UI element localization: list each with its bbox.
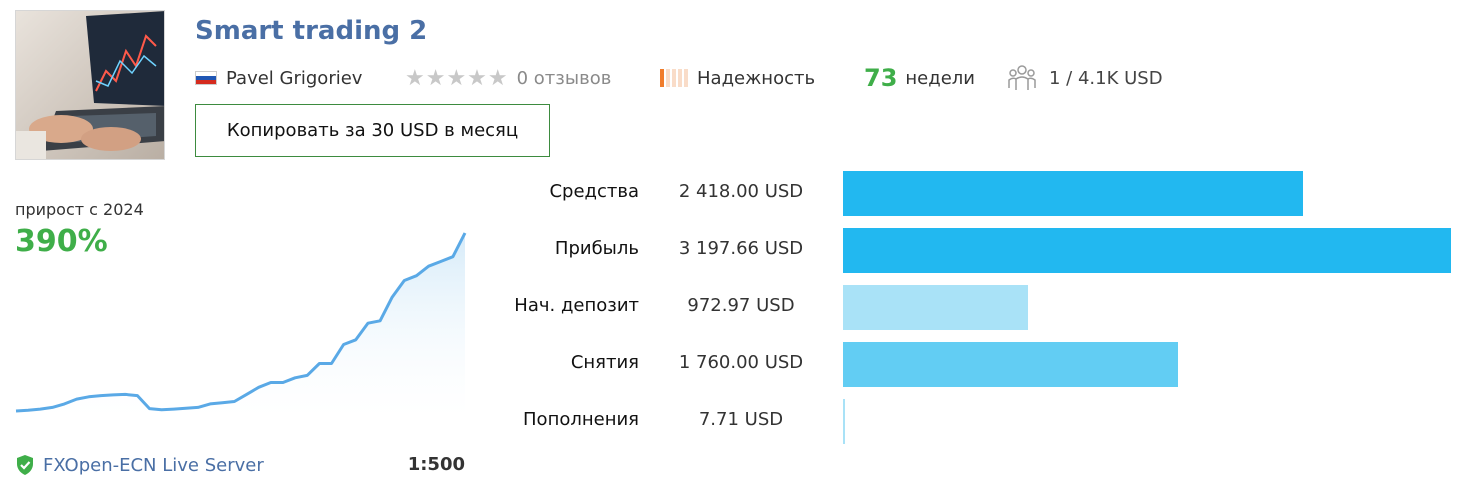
stat-value: 7.71 USD — [698, 409, 784, 430]
stat-bar — [843, 171, 1303, 216]
shield-check-icon — [17, 455, 33, 475]
reliability-label: Надежность — [697, 67, 816, 89]
stat-label: Прибыль — [554, 238, 639, 259]
weeks-label: недели — [905, 67, 975, 89]
stat-value: 2 418.00 USD — [678, 181, 804, 202]
author-info[interactable]: Pavel Grigoriev — [195, 64, 362, 92]
reviews-count[interactable]: 0 отзывов — [516, 67, 612, 89]
copy-subscribe-button[interactable]: Копировать за 30 USD в месяц — [195, 104, 550, 157]
russia-flag-icon — [195, 71, 217, 85]
stat-label: Средства — [549, 181, 639, 202]
stat-bar — [843, 285, 1028, 330]
author-name[interactable]: Pavel Grigoriev — [226, 67, 363, 89]
growth-chart — [15, 232, 467, 418]
server-name[interactable]: FXOpen-ECN Live Server — [43, 454, 264, 476]
stat-value: 3 197.66 USD — [678, 238, 804, 259]
stat-bar — [843, 399, 845, 444]
reliability-bar — [678, 69, 682, 87]
leverage-value: 1:500 — [407, 454, 465, 475]
reliability-bars-icon — [660, 69, 688, 87]
growth-label: прирост с 2024 — [15, 200, 144, 219]
reliability-bar — [666, 69, 670, 87]
reliability: Надежность — [660, 64, 815, 92]
reliability-bar — [672, 69, 676, 87]
subscribers-info: 1 / 4.1K USD — [1007, 64, 1163, 92]
reliability-bar — [684, 69, 688, 87]
subscribers-icon — [1008, 65, 1036, 90]
rating[interactable]: ★★★★★ 0 отзывов — [405, 64, 611, 92]
stat-value: 972.97 USD — [687, 295, 795, 316]
stat-value: 1 760.00 USD — [678, 352, 804, 373]
stat-label: Нач. депозит — [514, 295, 639, 316]
weeks-active: 73 недели — [864, 64, 975, 92]
growth-value: 390% — [15, 224, 108, 259]
stat-label: Пополнения — [523, 409, 639, 430]
strategy-title[interactable]: Smart trading 2 — [195, 16, 428, 46]
stat-label: Снятия — [570, 352, 639, 373]
growth-chart-line — [15, 232, 467, 413]
growth-chart-area — [16, 233, 465, 418]
subscribers-value: 1 / 4.1K USD — [1049, 67, 1163, 89]
stat-bar — [843, 342, 1178, 387]
strategy-thumbnail — [15, 10, 165, 160]
rating-stars-icon: ★★★★★ — [405, 65, 509, 91]
reliability-bar — [660, 69, 664, 87]
server-info[interactable]: FXOpen-ECN Live Server — [15, 452, 264, 478]
stat-bar — [843, 228, 1451, 273]
weeks-value: 73 — [864, 64, 898, 92]
